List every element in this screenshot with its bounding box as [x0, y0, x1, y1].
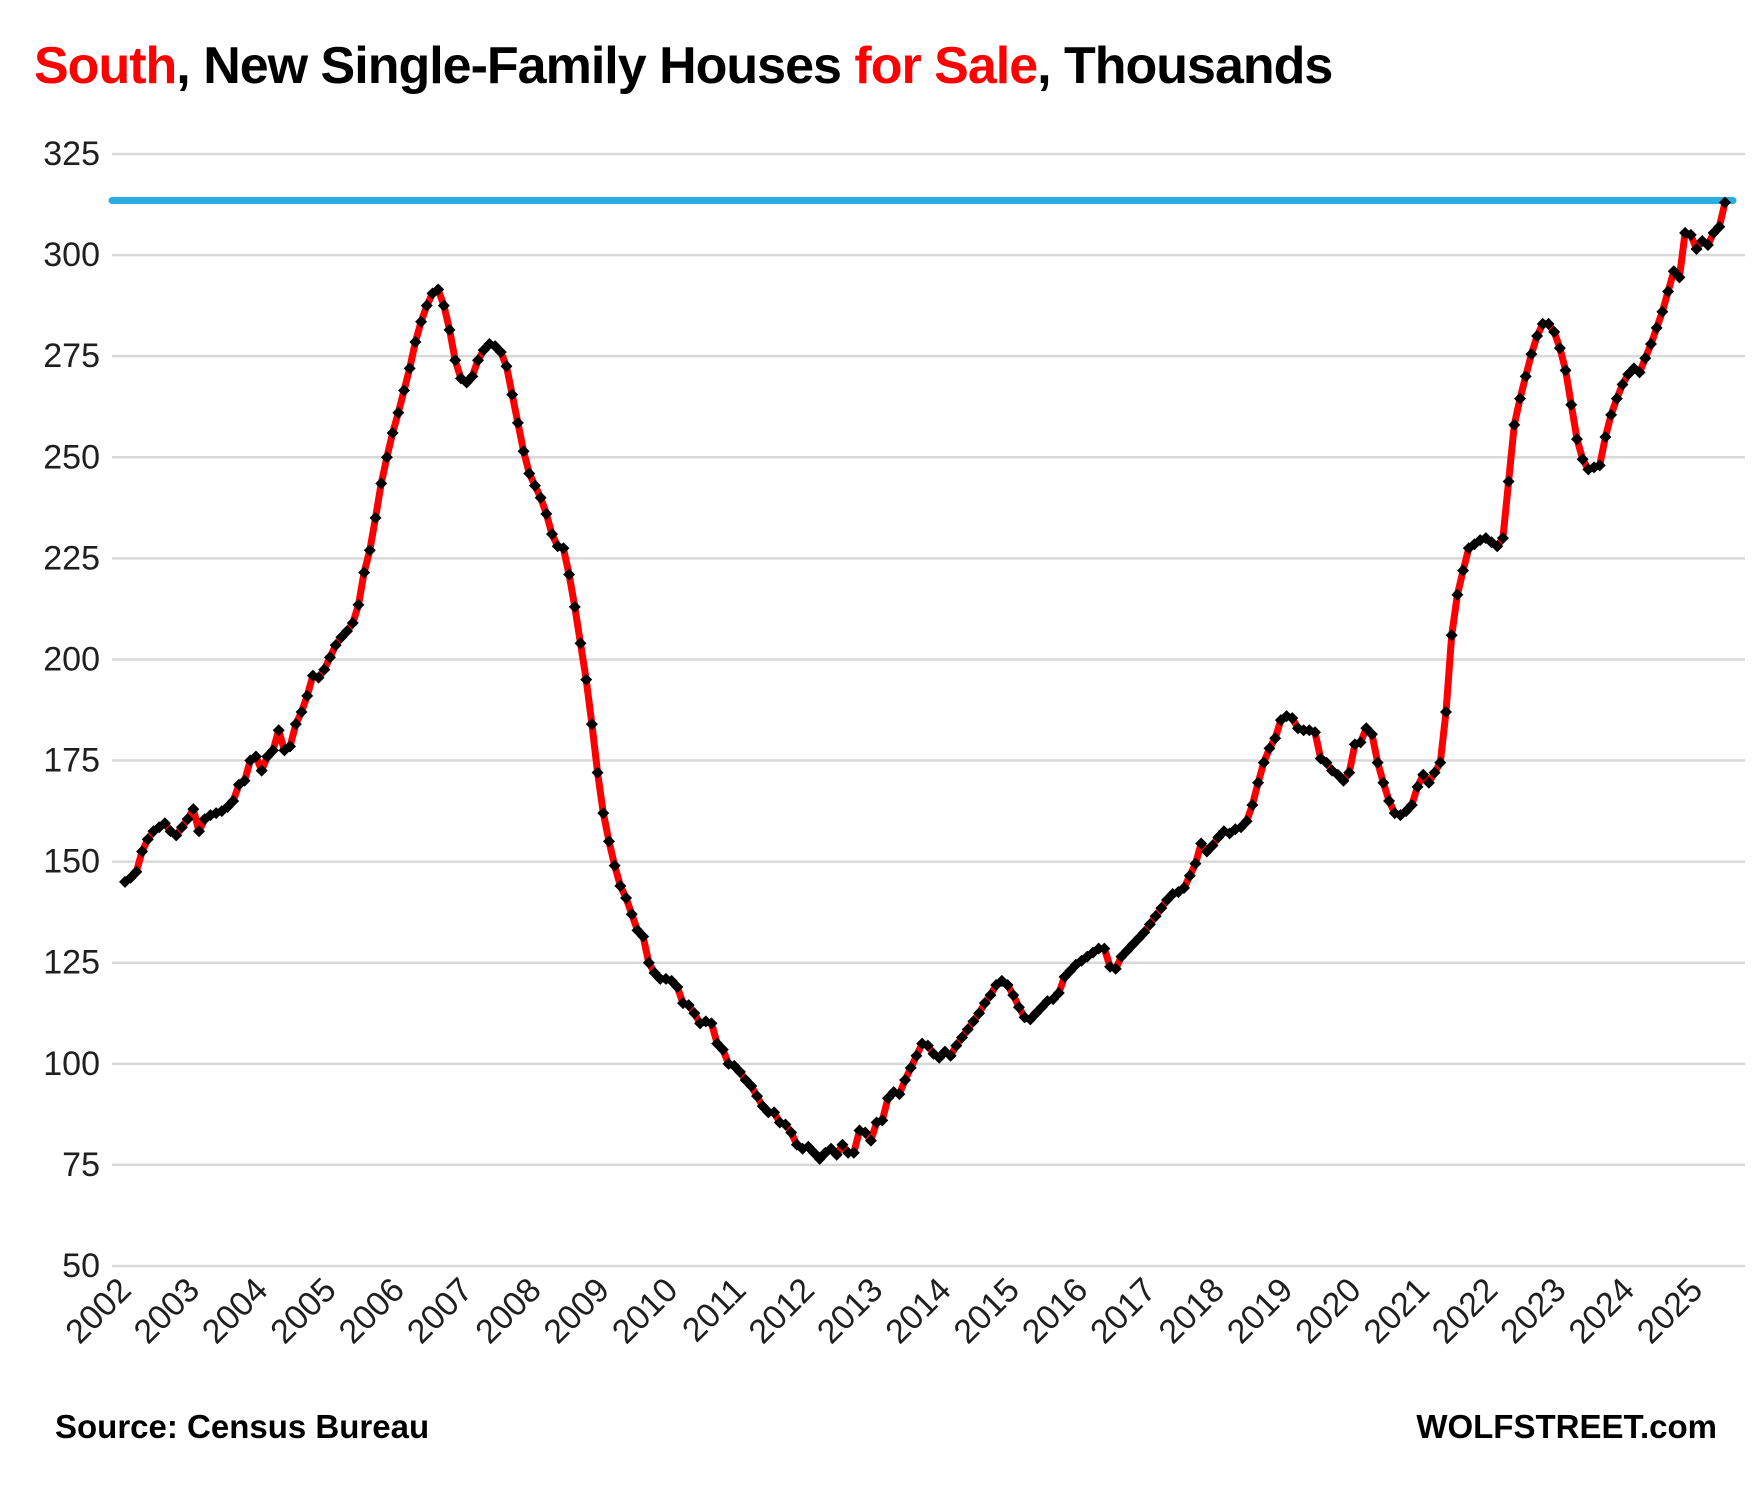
x-tick-label: 2024	[1562, 1271, 1642, 1351]
x-tick-label: 2009	[537, 1271, 617, 1351]
y-tick-label: 300	[43, 236, 100, 274]
source-note: Source: Census Bureau	[55, 1408, 430, 1445]
x-tick-label: 2003	[127, 1271, 207, 1351]
y-tick-label: 75	[62, 1146, 100, 1184]
x-tick-label: 2022	[1425, 1271, 1505, 1351]
x-tick-label: 2016	[1015, 1271, 1095, 1351]
y-tick-label: 325	[43, 135, 100, 173]
x-tick-label: 2005	[263, 1271, 343, 1351]
x-tick-label: 2014	[878, 1271, 958, 1351]
x-tick-label: 2011	[675, 1271, 754, 1350]
y-tick-label: 275	[43, 337, 100, 375]
chart-title-middle: , New Single-Family Houses	[176, 37, 855, 95]
y-tick-label: 125	[43, 944, 100, 982]
y-tick-label: 50	[62, 1247, 100, 1285]
x-tick-label: 2025	[1630, 1271, 1710, 1351]
x-tick-label: 2013	[810, 1271, 890, 1351]
x-tick-label: 2018	[1152, 1271, 1232, 1351]
y-tick-label: 200	[43, 640, 100, 678]
x-tick-label: 2019	[1220, 1271, 1300, 1351]
y-tick-label: 100	[43, 1045, 100, 1083]
x-tick-label: 2017	[1083, 1271, 1163, 1351]
x-tick-label: 2008	[468, 1271, 548, 1351]
chart-footer: Source: Census Bureau WOLFSTREET.com	[0, 1408, 1753, 1458]
x-tick-label: 2012	[742, 1271, 822, 1351]
series-line-south	[121, 199, 1729, 1163]
chart-title-units: , Thousands	[1037, 37, 1333, 95]
chart-title-region: South	[34, 37, 177, 95]
x-tick-label: 2020	[1288, 1271, 1368, 1351]
y-tick-label: 225	[43, 539, 100, 577]
x-tick-label: 2007	[400, 1271, 480, 1351]
y-tick-label: 250	[43, 438, 100, 476]
series-markers	[119, 196, 1731, 1165]
y-tick-label: 175	[43, 742, 100, 780]
x-tick-label: 2015	[947, 1271, 1027, 1351]
x-tick-label: 2023	[1493, 1271, 1573, 1351]
chart-title-forsale: for Sale	[854, 37, 1038, 95]
x-tick-label: 2004	[195, 1271, 275, 1351]
x-tick-label: 2010	[605, 1271, 685, 1351]
x-tick-label: 2021	[1357, 1271, 1437, 1351]
wolfstreet-logo: WOLFSTREET.com	[1416, 1408, 1717, 1445]
x-tick-label: 2006	[332, 1271, 412, 1351]
y-tick-label: 150	[43, 843, 100, 881]
chart-title: South, New Single-Family Houses for Sale…	[34, 36, 1333, 96]
